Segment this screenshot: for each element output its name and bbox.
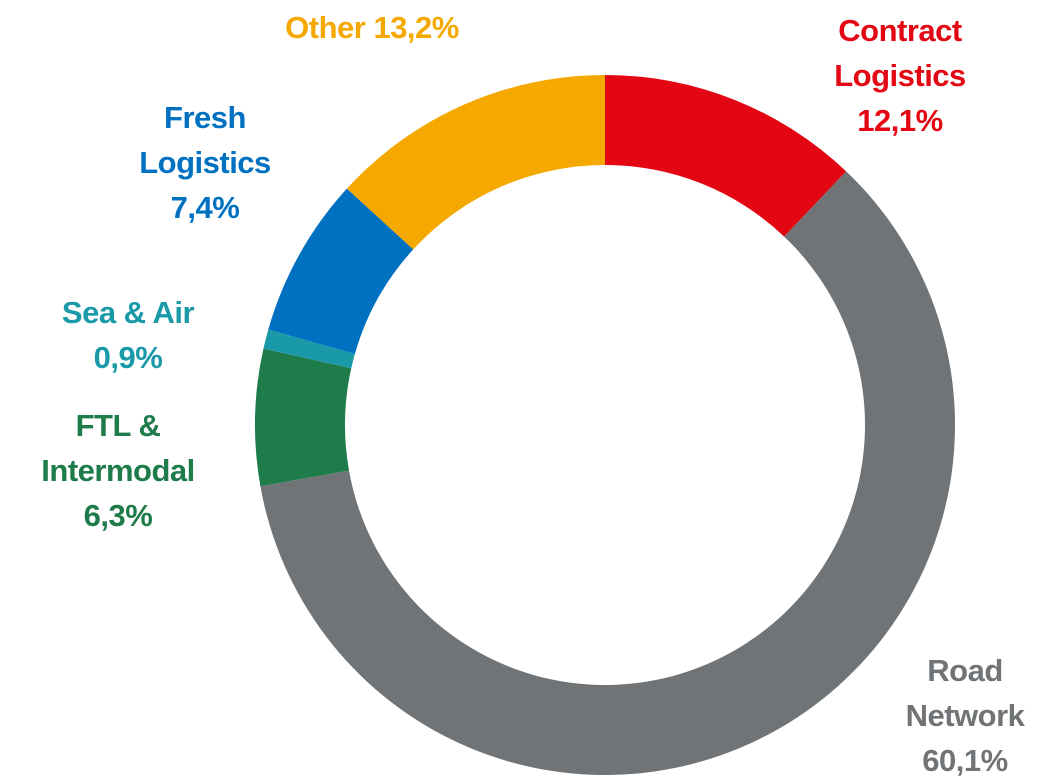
category-label: Sea & Air — [61, 295, 195, 330]
segment-label: Contract Logistics 12,1% — [795, 8, 1005, 143]
value-label: 7,4% — [170, 190, 240, 225]
category-label: Contract Logistics — [834, 13, 966, 93]
value-label: 13,2% — [373, 10, 459, 45]
donut-segment — [605, 75, 847, 237]
category-label: Other — [285, 10, 366, 45]
segment-label: FTL & Intermodal 6,3% — [8, 403, 228, 538]
value-label: 60,1% — [922, 743, 1008, 778]
segment-label: Fresh Logistics 7,4% — [105, 95, 305, 230]
category-label: FTL & Intermodal — [41, 408, 195, 488]
segment-label: Sea & Air 0,9% — [18, 290, 238, 380]
donut-segment — [254, 348, 352, 487]
donut-segment — [346, 75, 605, 250]
segment-label: Other 13,2% — [222, 5, 522, 50]
category-label: Fresh Logistics — [139, 100, 271, 180]
value-label: 12,1% — [857, 103, 943, 138]
donut-segment — [268, 188, 414, 355]
donut-segment — [263, 329, 355, 369]
value-label: 6,3% — [83, 498, 153, 533]
segment-label: Road Network 60,1% — [875, 648, 1043, 783]
value-label: 0,9% — [93, 340, 163, 375]
donut-segment — [260, 171, 956, 776]
category-label: Road Network — [905, 653, 1025, 733]
